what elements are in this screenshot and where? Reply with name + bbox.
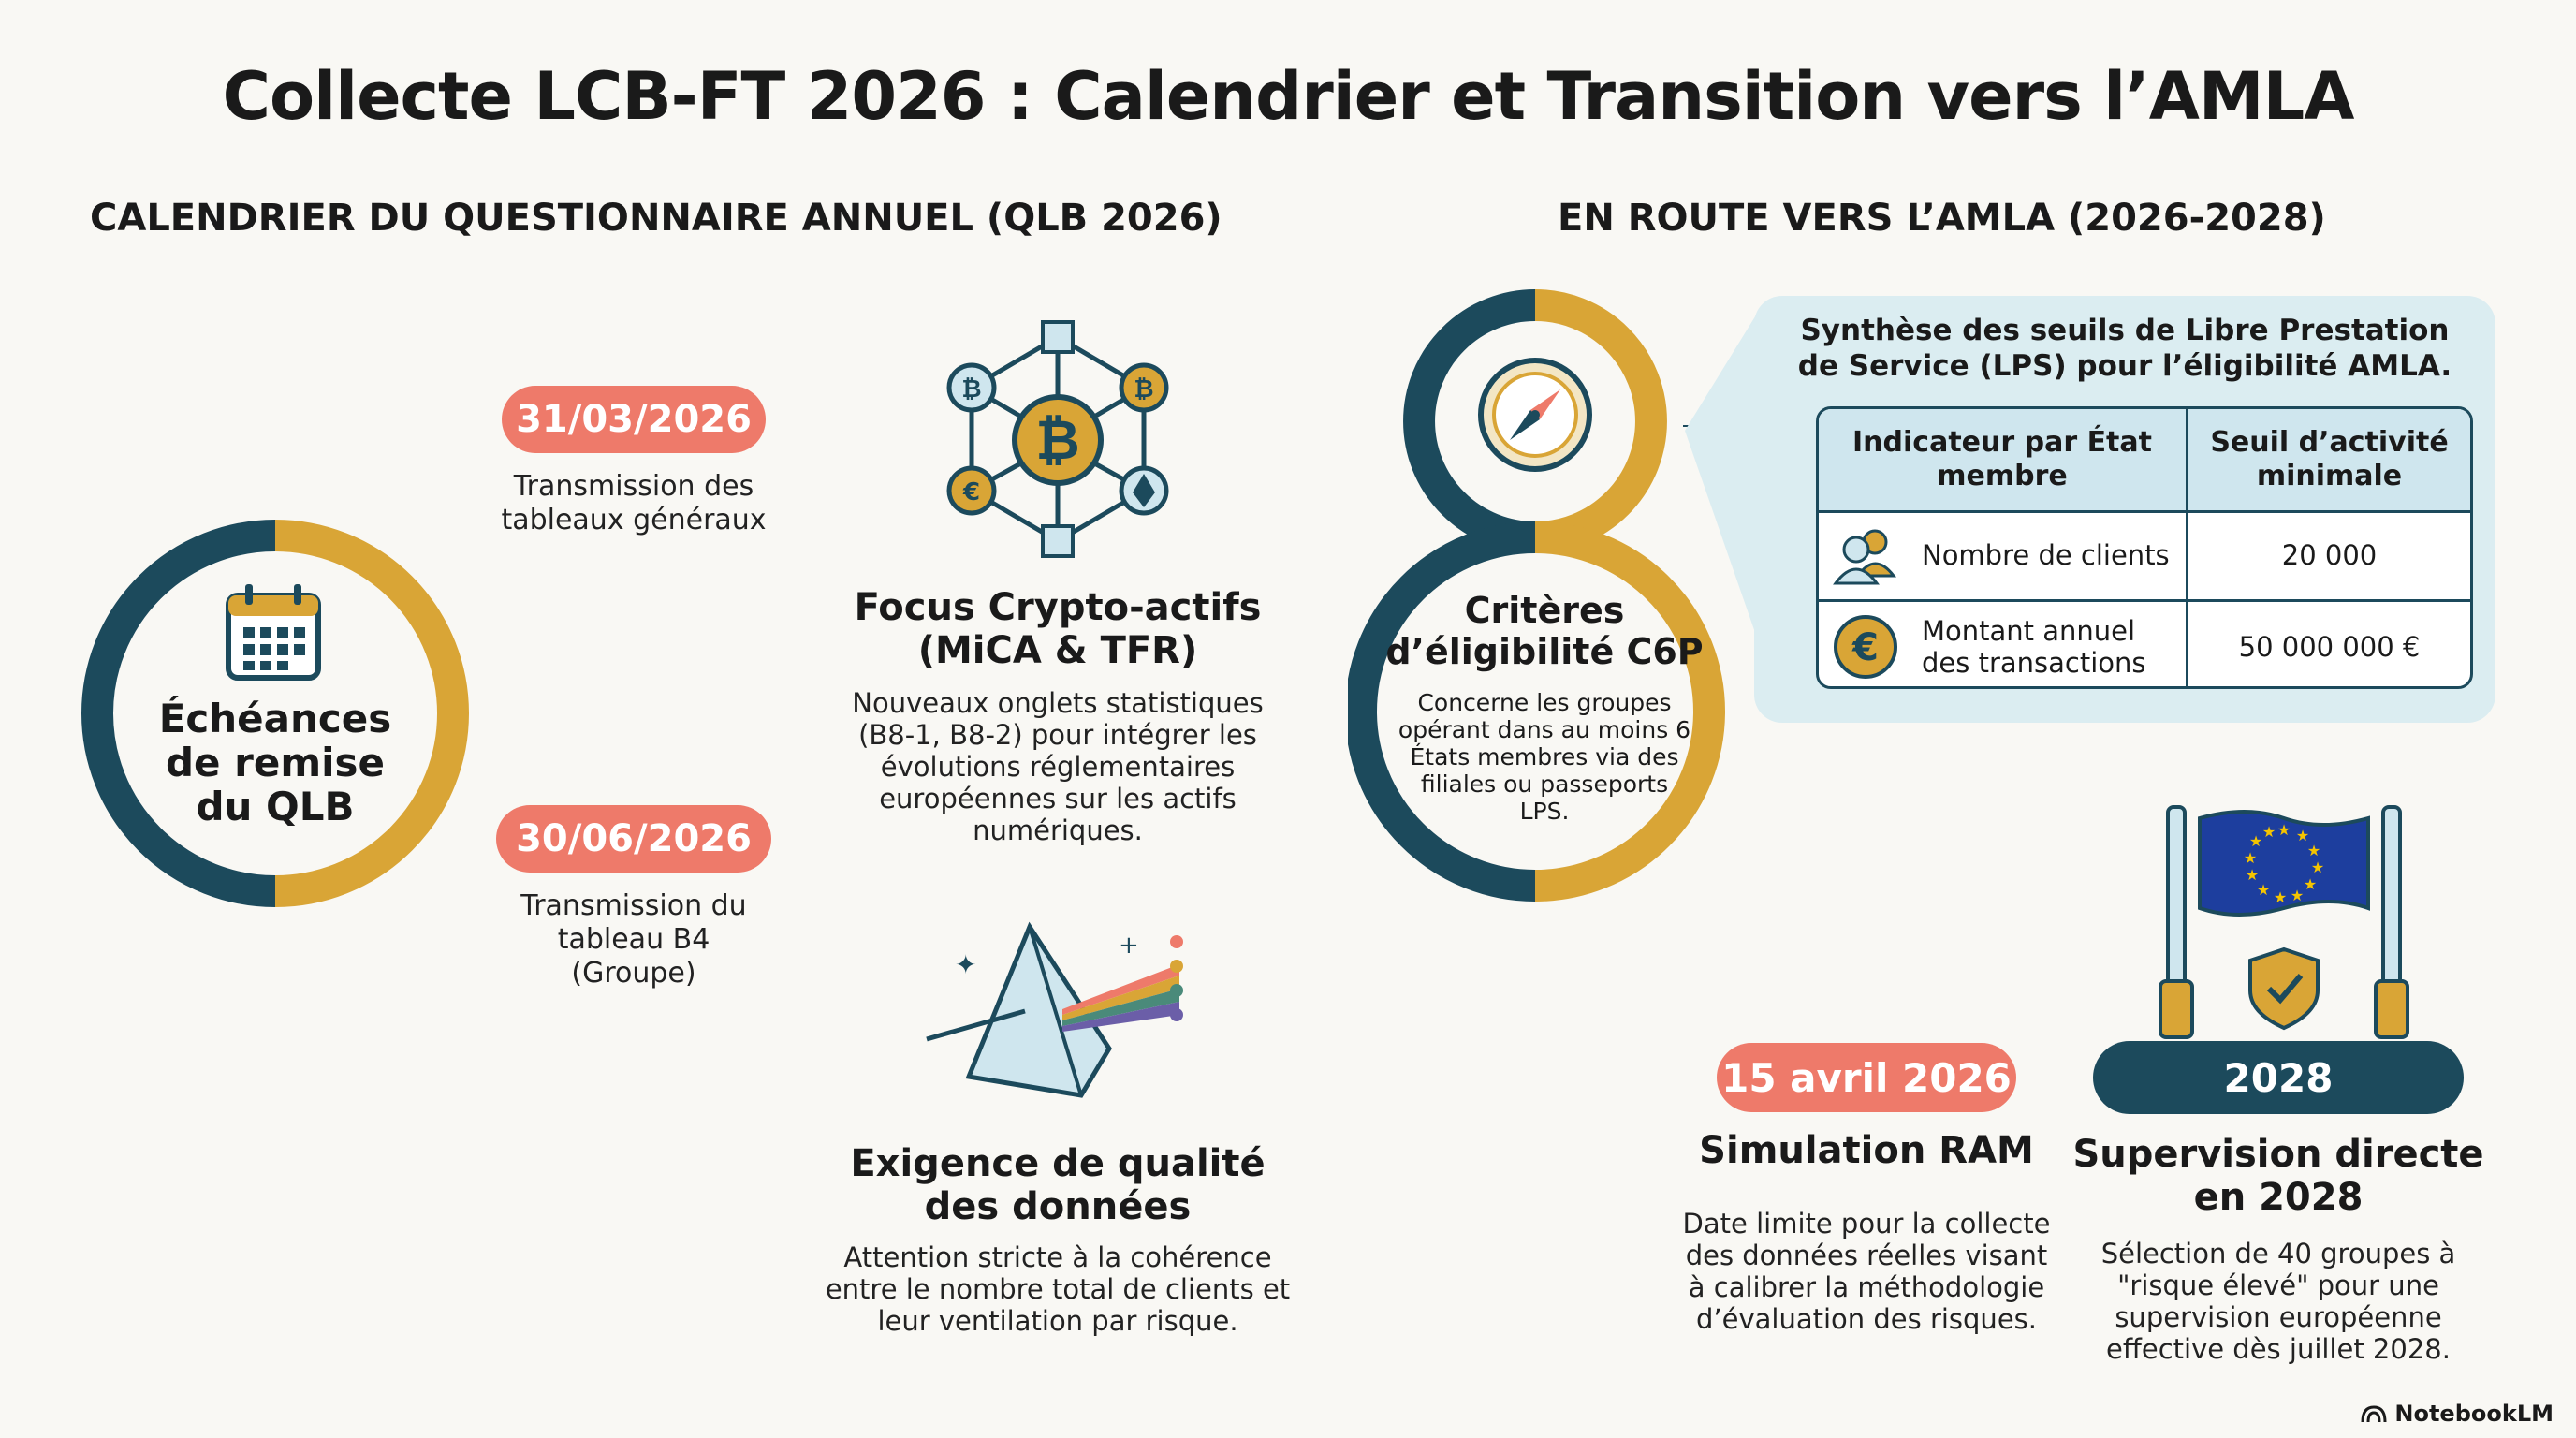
- users-icon: [1833, 529, 1897, 585]
- crypto-heading: Focus Crypto-actifs (MiCA & TFR): [854, 586, 1262, 672]
- supervision-year: 2028: [2093, 1041, 2464, 1114]
- row-2-threshold: 50 000 000 €: [2238, 631, 2421, 663]
- svg-text:★: ★: [2244, 849, 2257, 867]
- calendar-icon: [226, 584, 321, 681]
- left-section-title: CALENDRIER DU QUESTIONNAIRE ANNUEL (QLB …: [90, 197, 1222, 240]
- deadline-1-text: Transmission des tableaux généraux: [501, 470, 767, 536]
- svg-text:₿: ₿: [1134, 375, 1153, 404]
- svg-text:★: ★: [2262, 823, 2276, 841]
- brand-watermark: NotebookLM: [2361, 1401, 2554, 1427]
- quality-heading: Exigence de qualité des données: [850, 1142, 1266, 1228]
- svg-text:★: ★: [2296, 827, 2309, 844]
- svg-text:★: ★: [2249, 832, 2262, 850]
- row-1-threshold: 20 000: [2281, 538, 2378, 571]
- svg-text:★: ★: [2307, 842, 2320, 859]
- criteria-heading: Critères d’éligibilité C6P: [1385, 590, 1704, 672]
- svg-text:★: ★: [2291, 887, 2304, 904]
- lps-table: Indicateur par État membre Seuil d’activ…: [1816, 406, 2473, 689]
- panel-pointer: [1685, 309, 1760, 646]
- prism-icon: ✦ +: [926, 921, 1183, 1098]
- svg-text:€: €: [1852, 626, 1879, 669]
- right-section-title: EN ROUTE VERS L’AMLA (2026-2028): [1558, 197, 2326, 240]
- qlb-ring: [81, 520, 469, 907]
- row-1-indicator: Nombre de clients: [1922, 538, 2170, 571]
- qlb-ring-label: Échéances de remise du QLB: [158, 696, 392, 829]
- table-header-threshold: Seuil d’activité minimale: [2188, 409, 2470, 510]
- page-title: Collecte LCB-FT 2026 : Calendrier et Tra…: [222, 58, 2355, 135]
- svg-text:★: ★: [2257, 881, 2270, 899]
- svg-text:★: ★: [2277, 821, 2291, 839]
- svg-text:★: ★: [2274, 888, 2287, 906]
- ram-date: 15 avril 2026: [1717, 1043, 2016, 1112]
- deadline-2-text: Transmission du tableau B4 (Groupe): [520, 889, 747, 990]
- svg-text:★: ★: [2311, 858, 2324, 876]
- deadline-1-date: 31/03/2026: [502, 386, 766, 453]
- euro-coin-icon: €: [1834, 615, 1897, 679]
- row-2-indicator: Montant annuel des transactions: [1922, 615, 2146, 679]
- supervision-heading: Supervision directe en 2028: [2072, 1133, 2484, 1219]
- crypto-network-icon: ₿ ₿ ₿ €: [946, 320, 1169, 558]
- brand-name: NotebookLM: [2394, 1401, 2554, 1427]
- notebooklm-logo-icon: [2361, 1405, 2387, 1423]
- quality-text: Attention stricte à la cohérence entre l…: [825, 1241, 1291, 1337]
- eu-flag-gate-icon: ★ ★★★ ★★★★ ★★★★: [2159, 805, 2409, 1039]
- criteria-rings: [1348, 289, 1725, 902]
- svg-text:₿: ₿: [961, 375, 981, 404]
- compass-icon: [1478, 358, 1592, 472]
- deadline-2-date: 30/06/2026: [496, 805, 771, 873]
- svg-text:+: +: [1119, 932, 1139, 960]
- lps-panel-title: Synthèse des seuils de Libre Prestation …: [1797, 314, 2452, 383]
- svg-text:★: ★: [2246, 866, 2259, 884]
- svg-text:€: €: [962, 478, 980, 506]
- table-header-indicator: Indicateur par État membre: [1819, 409, 2186, 510]
- ram-heading: Simulation RAM: [1699, 1129, 2034, 1172]
- svg-text:₿: ₿: [1035, 408, 1079, 472]
- crypto-text: Nouveaux onglets statistiques (B8-1, B8-…: [852, 687, 1264, 846]
- ram-text: Date limite pour la collecte des données…: [1682, 1208, 2051, 1335]
- svg-text:★: ★: [2304, 875, 2317, 893]
- supervision-text: Sélection de 40 groupes à "risque élevé"…: [2100, 1238, 2456, 1365]
- criteria-text: Concerne les groupes opérant dans au moi…: [1398, 689, 1691, 825]
- svg-text:✦: ✦: [955, 949, 976, 980]
